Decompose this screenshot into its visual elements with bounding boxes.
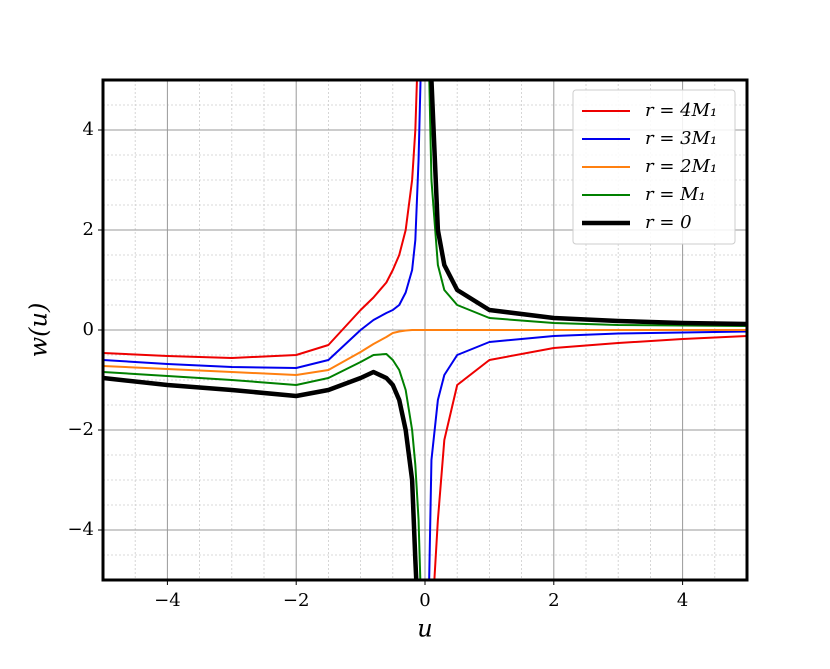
series-line xyxy=(103,80,747,580)
lines xyxy=(103,80,747,580)
legend-label: r = 4M₁ xyxy=(645,100,717,121)
x-axis-label: u xyxy=(417,615,432,643)
y-tick-label: −2 xyxy=(67,419,94,440)
legend: r = 4M₁ r = 3M₁ r = 2M₁ r = M₁ r = 0 xyxy=(572,89,736,245)
y-tick-label: 2 xyxy=(83,219,94,240)
y-tick-label: −4 xyxy=(67,519,94,540)
legend-label: r = M₁ xyxy=(645,184,706,205)
x-tick-label: 0 xyxy=(419,590,430,611)
legend-box xyxy=(572,89,736,245)
y-axis-label: w(u) xyxy=(25,303,53,358)
x-tick-label: 4 xyxy=(677,590,688,611)
legend-label: r = 2M₁ xyxy=(645,156,717,177)
series-line xyxy=(103,80,747,580)
legend-label: r = 3M₁ xyxy=(645,128,717,149)
y-tick-label: 4 xyxy=(83,119,94,140)
series-line xyxy=(103,80,747,580)
x-tick-label: −4 xyxy=(154,590,181,611)
ticks: −4 −2 0 2 4 −4 −2 0 2 4 xyxy=(67,119,688,611)
x-tick-label: 2 xyxy=(548,590,559,611)
series-line xyxy=(103,329,747,376)
legend-label: r = 0 xyxy=(645,212,692,233)
y-tick-label: 0 xyxy=(83,319,94,340)
x-tick-label: −2 xyxy=(283,590,310,611)
series-line xyxy=(103,80,747,580)
